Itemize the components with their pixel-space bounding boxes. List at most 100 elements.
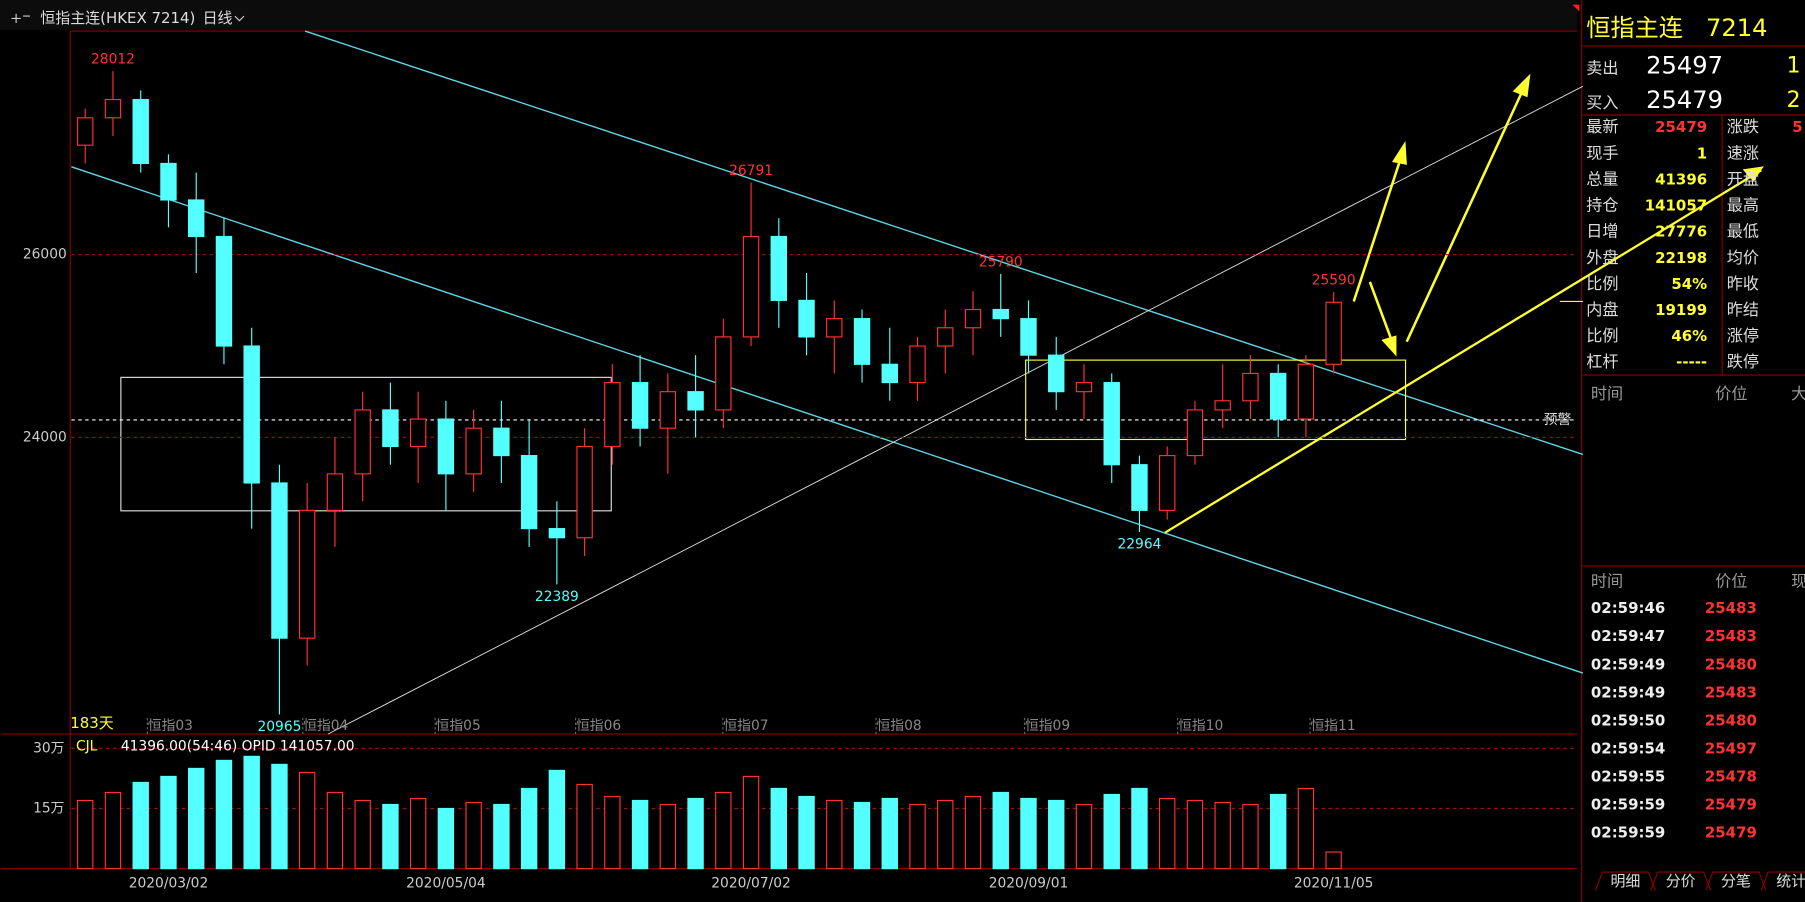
volume-bar xyxy=(826,799,843,870)
quote-field: 最低 xyxy=(1727,222,1759,241)
tab[interactable]: 分价 xyxy=(1666,872,1696,890)
volume-bar xyxy=(798,795,815,870)
extreme-label: 28012 xyxy=(91,52,135,68)
volume-bar xyxy=(77,799,94,870)
quote-field: 现手 xyxy=(1586,143,1618,162)
volume-bar xyxy=(1048,799,1065,870)
corner-marker xyxy=(1572,4,1580,12)
month-label: 恒指06 xyxy=(576,718,621,734)
volume-bar xyxy=(132,781,149,870)
volume-bar xyxy=(1159,797,1176,870)
candle-body xyxy=(881,363,898,384)
tab[interactable]: 统计 xyxy=(1776,872,1805,890)
tick-price: 25479 xyxy=(1705,796,1757,814)
volume-bar xyxy=(1020,797,1037,870)
candle-body xyxy=(1131,464,1148,511)
quote-field: 内盘 xyxy=(1586,300,1618,319)
quote-field: 昨收 xyxy=(1727,274,1759,293)
volume-bar xyxy=(243,755,260,870)
quote-value: 19199 xyxy=(1655,301,1707,319)
x-tick-label: 2020/11/05 xyxy=(1294,876,1374,892)
volume-bar xyxy=(1186,799,1204,870)
quote-field: 总量 xyxy=(1586,169,1618,188)
candle-body xyxy=(215,235,233,347)
tab-shape xyxy=(1760,871,1805,891)
tick-price: 25480 xyxy=(1705,711,1757,729)
candle-body xyxy=(104,98,122,119)
volume-bar xyxy=(1075,803,1093,870)
volume-bar xyxy=(631,799,649,870)
candle-body xyxy=(1269,372,1287,420)
candle-body xyxy=(548,528,566,539)
volume-bar xyxy=(1131,787,1148,870)
chart-layer: 恒指主连(HKEX 7214) 日线24000260002801226791257… xyxy=(23,9,1805,892)
candle-body xyxy=(1186,409,1204,457)
volume-bar xyxy=(409,797,427,870)
extreme-label: 22389 xyxy=(535,589,579,605)
title-bar xyxy=(0,0,1578,30)
quote-value: 46% xyxy=(1671,327,1707,345)
tick-time: 02:59:54 xyxy=(1591,739,1665,757)
quote-field: 涨跌 xyxy=(1727,117,1759,136)
volume-info: 41396.00(54:46) OPID 141057.00 xyxy=(121,739,355,755)
arrow-head xyxy=(1742,166,1764,182)
toolbar-icon xyxy=(11,13,30,24)
arrow xyxy=(1352,157,1403,302)
candle-body xyxy=(188,199,205,238)
volume-bar xyxy=(770,787,788,870)
month-label: 恒指03 xyxy=(148,718,193,734)
candle-body xyxy=(1048,354,1065,393)
volume-bar xyxy=(160,775,177,870)
tab[interactable]: 明细 xyxy=(1610,872,1640,890)
tab[interactable]: 分笔 xyxy=(1721,872,1751,890)
quote-field: 涨停 xyxy=(1727,326,1759,345)
volume-tick-label: 30万 xyxy=(33,740,64,756)
arrow-head xyxy=(1381,335,1397,357)
volume-bar xyxy=(1269,793,1287,870)
month-label: 恒指07 xyxy=(723,718,768,734)
tick-time: 02:59:59 xyxy=(1591,796,1665,814)
quote-field: 速涨 xyxy=(1727,143,1759,162)
volume-bar xyxy=(881,797,898,870)
candle-body xyxy=(132,98,149,165)
quote-value: 41396 xyxy=(1655,170,1707,188)
candle-body xyxy=(1242,372,1259,402)
trend-line xyxy=(304,30,1584,456)
volume-bar xyxy=(1325,851,1342,870)
table-header: 现 xyxy=(1791,572,1805,591)
volume-bar xyxy=(493,803,510,870)
candle-body xyxy=(271,482,288,639)
quote-field: 开盘 xyxy=(1727,169,1759,188)
tab-shape xyxy=(1650,871,1712,891)
volume-bar xyxy=(964,795,982,870)
candle-body xyxy=(659,391,677,429)
quote-code: 7214 xyxy=(1706,14,1768,42)
arrow-head xyxy=(1391,141,1407,165)
quote-value: 54% xyxy=(1671,275,1707,293)
month-label: 恒指11 xyxy=(1310,718,1355,734)
table-header: 时间 xyxy=(1591,384,1623,403)
arrow xyxy=(1368,281,1393,341)
candle-body xyxy=(437,418,455,475)
quote-price: 25497 xyxy=(1646,52,1723,80)
volume-bar xyxy=(298,771,316,870)
candle-body xyxy=(77,117,94,146)
volume-bar xyxy=(659,803,677,870)
quote-price: 25479 xyxy=(1646,86,1723,114)
volume-bar xyxy=(354,799,371,870)
candle-body xyxy=(937,327,954,347)
volume-bar xyxy=(1242,803,1259,870)
candle-body xyxy=(1103,381,1120,466)
volume-tick-label: 15万 xyxy=(33,800,64,816)
tab-shape xyxy=(1594,871,1656,891)
candle-body xyxy=(1075,381,1093,393)
candle-body xyxy=(798,299,815,338)
volume-bar xyxy=(1297,787,1315,870)
x-tick-label: 2020/05/04 xyxy=(406,876,486,892)
candle-body xyxy=(298,509,316,639)
tick-price: 25483 xyxy=(1705,627,1757,645)
tick-time: 02:59:55 xyxy=(1591,768,1665,786)
tick-time: 02:59:59 xyxy=(1591,824,1665,842)
